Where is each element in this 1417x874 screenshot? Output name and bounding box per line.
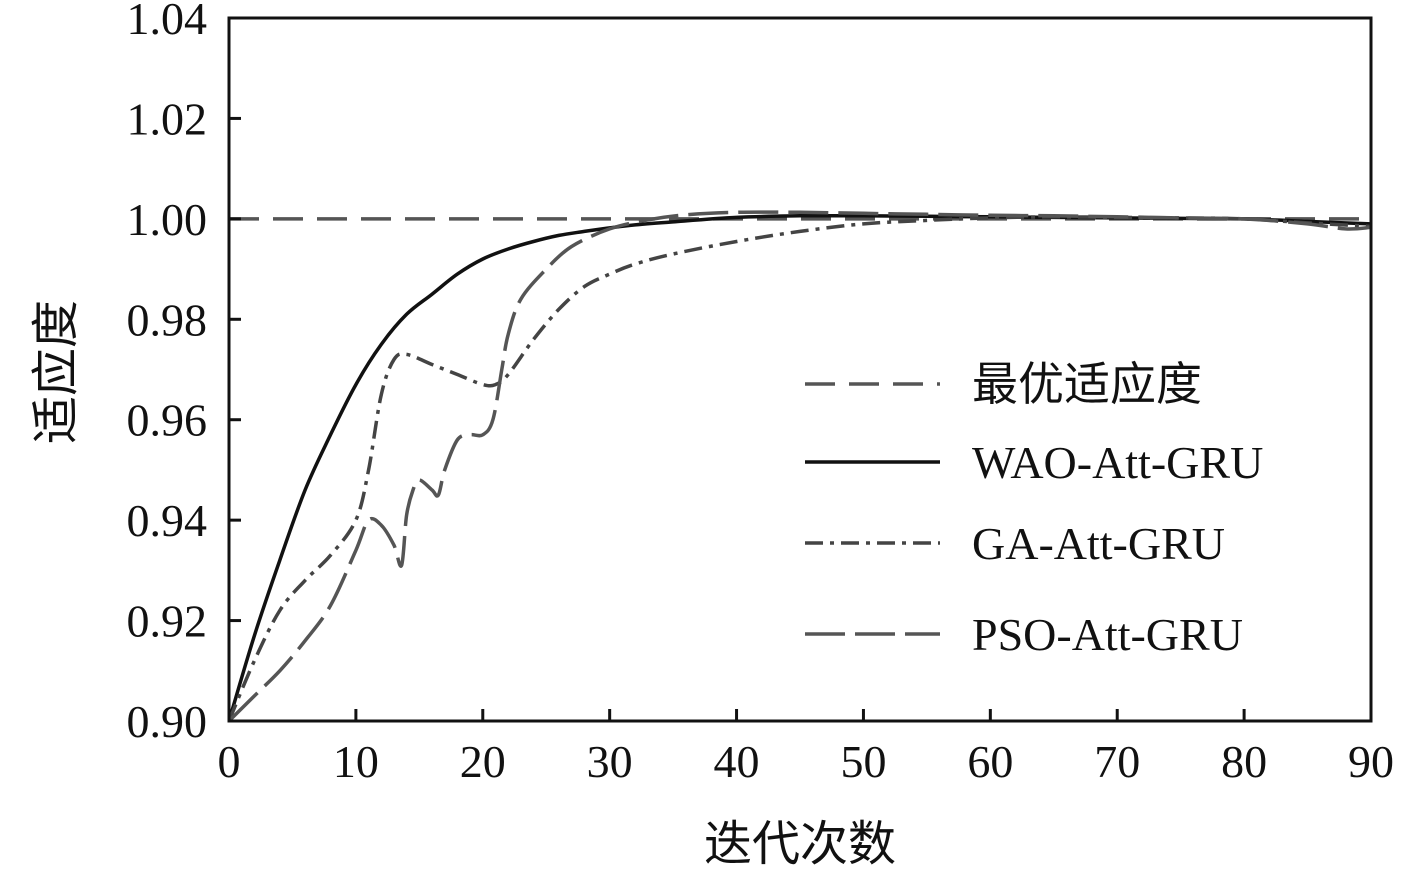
legend-label-2: WAO-Att-GRU	[972, 437, 1263, 488]
x-tick-label: 40	[714, 736, 760, 787]
y-tick-label: 1.00	[127, 194, 208, 245]
x-tick-label: 60	[967, 736, 1013, 787]
y-tick-label: 0.96	[127, 395, 208, 446]
x-tick-label: 70	[1094, 736, 1140, 787]
y-tick-label: 1.04	[127, 0, 208, 44]
y-tick-label: 0.98	[127, 294, 208, 345]
series-line-4	[229, 210, 1371, 721]
plot-frame	[227, 16, 1373, 723]
x-axis-ticks: 0 10 20 30 40 50 60 70 80 90	[218, 709, 1394, 787]
plot-area	[229, 210, 1371, 721]
legend-label-3: GA-Att-GRU	[972, 518, 1225, 569]
y-tick-label: 1.02	[127, 93, 208, 144]
x-tick-label: 80	[1221, 736, 1267, 787]
x-tick-label: 20	[460, 736, 506, 787]
x-tick-label: 30	[587, 736, 633, 787]
x-axis-title: 迭代次数	[704, 818, 896, 871]
legend-label-1: 最优适应度	[972, 359, 1202, 410]
x-tick-label: 10	[333, 736, 379, 787]
y-tick-label: 0.92	[127, 596, 208, 647]
x-tick-label: 0	[218, 736, 241, 787]
y-axis-title: 适应度	[30, 300, 83, 444]
y-tick-label: 0.94	[127, 495, 208, 546]
legend: 最优适应度 WAO-Att-GRU GA-Att-GRU PSO-Att-GRU	[805, 359, 1263, 660]
x-tick-label: 50	[840, 736, 886, 787]
y-axis-ticks: 0.90 0.92 0.94 0.96 0.98 1.00 1.02 1.04	[127, 0, 241, 747]
y-tick-label: 0.90	[127, 696, 208, 747]
x-tick-label: 90	[1348, 736, 1394, 787]
legend-label-4: PSO-Att-GRU	[972, 609, 1243, 660]
